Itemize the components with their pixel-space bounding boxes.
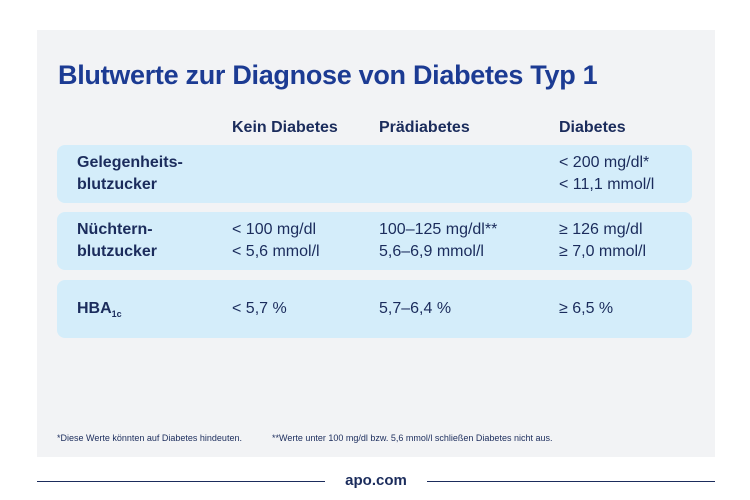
row-box (57, 145, 692, 203)
cell-line: 5,6–6,9 mmol/l (379, 243, 484, 260)
cell: < 200 mg/dl* < 11,1 mmol/l (559, 152, 654, 196)
cell: 100–125 mg/dl** 5,6–6,9 mmol/l (379, 219, 497, 263)
row-label-line: Gelegenheits- (77, 154, 183, 171)
cell-line: < 11,1 mmol/l (559, 176, 655, 193)
row-label-line: blutzucker (77, 243, 158, 260)
cell: ≥ 126 mg/dl ≥ 7,0 mmol/l (559, 219, 646, 263)
cell-line: 100–125 mg/dl** (379, 221, 498, 238)
cell-line: ≥ 6,5 % (559, 300, 614, 317)
footnote: *Diese Werte könnten auf Diabetes hindeu… (57, 433, 242, 443)
row-box (57, 212, 692, 270)
cell-line: ≥ 126 mg/dl (559, 221, 643, 238)
row-label: HBA1c (77, 298, 122, 325)
title: Blutwerte zur Diagnose von Diabetes Typ … (58, 60, 598, 90)
cell-line: < 5,6 mmol/l (232, 243, 320, 260)
footnote: **Werte unter 100 mg/dl bzw. 5,6 mmol/l … (272, 433, 553, 443)
divider (427, 481, 715, 482)
row-label-line: Nüchtern- (77, 221, 153, 238)
brand: apo.com (345, 472, 407, 489)
cell-line: < 100 mg/dl (232, 221, 317, 238)
row-box (57, 280, 692, 338)
column-header: Kein Diabetes (232, 119, 338, 136)
cell-line: 5,7–6,4 % (379, 300, 452, 317)
column-header: Prädiabetes (379, 119, 470, 136)
cell-line: ≥ 7,0 mmol/l (559, 243, 647, 260)
cell: < 100 mg/dl < 5,6 mmol/l (232, 219, 320, 263)
cell-line: < 200 mg/dl* (559, 154, 650, 171)
cell: < 5,7 % (232, 298, 287, 320)
row-label: Gelegenheits-blutzucker (77, 152, 183, 196)
row-label-line: blutzucker (77, 176, 158, 193)
cell: ≥ 6,5 % (559, 298, 613, 320)
cell-line: < 5,7 % (232, 300, 287, 317)
cell: 5,7–6,4 % (379, 298, 451, 320)
column-header: Diabetes (559, 119, 626, 136)
row-label: Nüchtern-blutzucker (77, 219, 157, 263)
row-label-line: HBA1c (77, 300, 122, 319)
divider (37, 481, 325, 482)
subscript: 1c (111, 309, 122, 319)
